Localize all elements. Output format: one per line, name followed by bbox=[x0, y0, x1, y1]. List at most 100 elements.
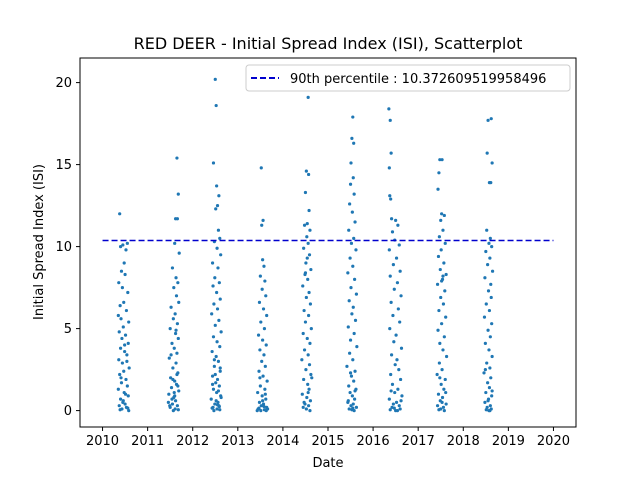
scatter-point bbox=[173, 394, 177, 398]
scatter-point bbox=[126, 394, 130, 398]
scatter-point bbox=[438, 341, 442, 345]
scatter-point bbox=[353, 389, 357, 393]
scatter-point bbox=[262, 327, 267, 331]
scatter-point bbox=[217, 194, 221, 198]
scatter-point bbox=[176, 408, 180, 412]
scatter-point bbox=[304, 261, 308, 265]
scatter-point bbox=[392, 287, 396, 291]
scatter-point bbox=[262, 404, 266, 409]
scatter-point bbox=[173, 312, 177, 316]
legend-box bbox=[245, 64, 571, 92]
scatter-point bbox=[306, 241, 310, 245]
scatter-point bbox=[388, 194, 392, 198]
scatter-point bbox=[214, 103, 218, 108]
scatter-point bbox=[487, 308, 492, 313]
scatter-point bbox=[350, 210, 354, 214]
scatter-point bbox=[171, 377, 175, 382]
scatter-point bbox=[486, 328, 490, 332]
scatter-point bbox=[350, 136, 354, 140]
scatter-point bbox=[209, 397, 213, 401]
scatter-point bbox=[444, 390, 448, 395]
scatter-point bbox=[484, 302, 488, 306]
scatter-point bbox=[210, 374, 215, 378]
scatter-point bbox=[216, 266, 220, 270]
scatter-point bbox=[122, 300, 126, 304]
scatter-point bbox=[127, 409, 131, 413]
scatter-point bbox=[396, 387, 400, 391]
scatter-point bbox=[487, 348, 491, 352]
scatter-point bbox=[216, 228, 221, 232]
y-tick-label: 15 bbox=[55, 158, 72, 173]
scatter-point bbox=[263, 392, 267, 396]
scatter-point bbox=[118, 212, 122, 216]
scatter-point bbox=[118, 397, 123, 401]
scatter-point bbox=[307, 313, 311, 318]
scatter-point bbox=[490, 322, 494, 326]
x-tick-label: 2010 bbox=[86, 434, 119, 449]
scatter-point bbox=[257, 406, 261, 410]
scatter-point bbox=[399, 399, 403, 403]
scatter-point bbox=[485, 405, 489, 409]
scatter-point bbox=[387, 107, 391, 111]
x-axis-label: Date bbox=[312, 456, 343, 471]
scatter-point bbox=[257, 369, 261, 373]
x-tick-label: 2014 bbox=[266, 434, 299, 449]
scatter-point bbox=[118, 245, 123, 249]
scatter-point bbox=[169, 376, 173, 380]
scatter-point bbox=[307, 363, 312, 367]
scatter-point bbox=[436, 392, 441, 396]
scatter-point bbox=[353, 397, 357, 401]
scatter-point bbox=[211, 284, 215, 288]
scatter-point bbox=[444, 402, 448, 406]
scatter-point bbox=[172, 390, 176, 395]
scatter-point bbox=[170, 341, 174, 345]
scatter-point bbox=[442, 409, 446, 413]
scatter-point bbox=[125, 384, 129, 388]
scatter-point bbox=[124, 377, 128, 382]
scatter-point bbox=[117, 330, 121, 334]
scatter-point bbox=[258, 348, 262, 352]
scatter-point bbox=[350, 312, 354, 316]
scatter-point bbox=[441, 274, 445, 278]
scatter-point bbox=[440, 400, 444, 404]
scatter-point bbox=[123, 343, 127, 347]
scatter-point bbox=[308, 228, 312, 232]
scatter-point bbox=[215, 184, 219, 188]
scatter-point bbox=[488, 366, 492, 370]
scatter-point bbox=[213, 276, 217, 280]
scatter-point bbox=[117, 358, 121, 362]
scatter-point bbox=[217, 281, 221, 285]
scatter-point bbox=[398, 320, 402, 324]
scatter-point bbox=[353, 277, 357, 281]
scatter-point bbox=[265, 407, 270, 411]
scatter-point bbox=[397, 404, 401, 408]
scatter-point bbox=[255, 409, 259, 413]
scatter-point bbox=[486, 381, 490, 385]
scatter-point bbox=[348, 371, 353, 375]
scatter-point bbox=[352, 379, 356, 383]
scatter-point bbox=[258, 384, 262, 388]
scatter-point bbox=[387, 248, 391, 252]
scatter-point bbox=[306, 390, 310, 395]
scatter-point bbox=[260, 223, 264, 227]
scatter-point bbox=[444, 354, 449, 359]
scatter-point bbox=[304, 169, 308, 173]
y-tick-label: 0 bbox=[64, 404, 72, 419]
scatter-point bbox=[393, 390, 397, 395]
scatter-point bbox=[123, 392, 128, 396]
scatter-point bbox=[261, 307, 266, 311]
x-tick-label: 2020 bbox=[537, 434, 570, 449]
scatter-point bbox=[263, 364, 267, 368]
scatter-point bbox=[127, 366, 131, 370]
scatter-point bbox=[210, 312, 214, 316]
scatter-point bbox=[215, 340, 219, 344]
scatter-point bbox=[301, 284, 305, 288]
scatter-point bbox=[126, 290, 130, 295]
scatter-point bbox=[218, 408, 222, 412]
scatter-point bbox=[347, 384, 351, 388]
scatter-point bbox=[259, 409, 263, 413]
scatter-point bbox=[443, 289, 447, 293]
scatter-point bbox=[307, 404, 311, 408]
scatter-point bbox=[219, 253, 223, 257]
